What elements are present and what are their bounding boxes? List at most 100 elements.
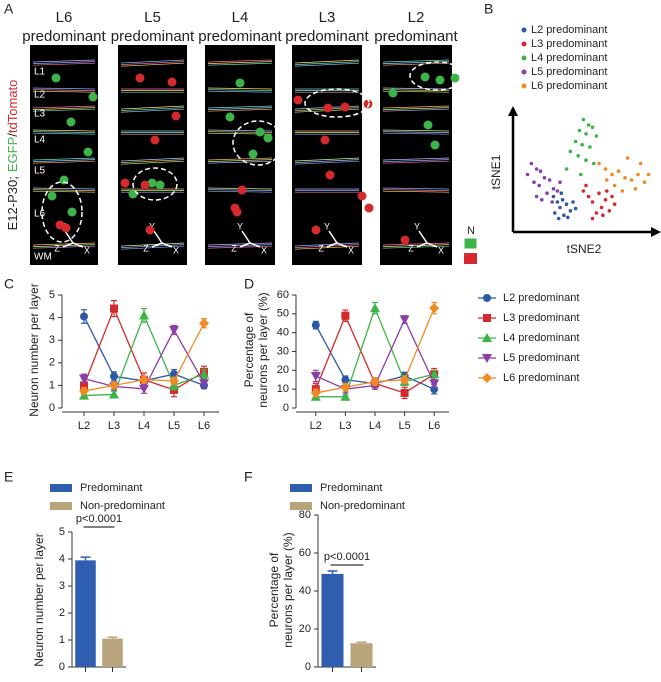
axis-letter: Z xyxy=(54,243,60,253)
axon-streak xyxy=(32,132,96,135)
axon-streak xyxy=(207,242,273,246)
y-axis-title: neurons per layer (%) xyxy=(281,532,295,647)
point xyxy=(562,213,566,217)
axis-letter: Y xyxy=(414,221,420,231)
axon-streak xyxy=(207,160,273,164)
legend-label: L4 predominant xyxy=(503,332,579,344)
marker xyxy=(370,303,380,313)
point xyxy=(638,161,643,166)
axis-glyph xyxy=(151,230,173,248)
point xyxy=(551,194,556,199)
y-axis-title: Percentage of xyxy=(242,312,256,387)
axon-streak xyxy=(294,62,360,67)
marker xyxy=(399,374,410,385)
x-axis-title: tSNE2 xyxy=(567,242,602,256)
cell xyxy=(248,149,258,159)
marker xyxy=(341,311,350,320)
cell xyxy=(325,170,335,180)
legend-swatch xyxy=(290,502,312,510)
legend-label: L5 predominant xyxy=(503,352,579,364)
cell xyxy=(320,135,330,145)
cell xyxy=(420,72,430,82)
side-label-part: EGFP xyxy=(5,137,20,172)
cell xyxy=(235,78,245,88)
legend-dot xyxy=(521,69,527,75)
error-bar xyxy=(356,641,367,644)
point xyxy=(547,178,552,182)
y-tick-label: 4 xyxy=(49,312,55,324)
axon-streak xyxy=(382,105,450,109)
marker xyxy=(199,379,209,389)
cell xyxy=(255,127,265,137)
error-bar xyxy=(107,636,118,639)
legend-label: L2 predominant xyxy=(503,292,579,304)
y-tick-label: 50 xyxy=(277,308,289,320)
axon-streak xyxy=(382,62,450,66)
axon-streak xyxy=(382,59,450,63)
point xyxy=(555,200,560,204)
cell xyxy=(150,135,160,145)
axon-streak xyxy=(294,242,360,247)
point xyxy=(646,172,651,177)
error-bar xyxy=(327,570,338,574)
axon-streak xyxy=(207,105,273,109)
panel-letter: F xyxy=(244,469,253,485)
point xyxy=(584,158,588,162)
axon-streak xyxy=(32,90,96,93)
marker xyxy=(199,318,209,329)
point xyxy=(580,143,584,147)
cell xyxy=(88,92,98,102)
cell xyxy=(230,203,240,213)
axis-glyph xyxy=(416,230,438,248)
cell xyxy=(83,147,93,157)
cell xyxy=(293,95,303,105)
axis-letter: Z xyxy=(231,243,237,253)
axon-streak xyxy=(382,157,450,161)
legend-swatch xyxy=(50,502,72,510)
panel-letter: A xyxy=(4,1,14,17)
point xyxy=(599,205,604,210)
axis-letter: Y xyxy=(237,221,243,231)
legend-label: L6 predominant xyxy=(531,80,607,92)
point xyxy=(560,198,565,202)
axon-streak xyxy=(294,59,360,64)
y-tick-label: 60 xyxy=(299,547,311,559)
point xyxy=(597,191,601,195)
bar xyxy=(321,573,344,667)
column-header: predominant xyxy=(198,28,282,45)
cell xyxy=(430,140,440,150)
legend-label: L6 predominant xyxy=(503,372,579,384)
axon-streak xyxy=(32,105,96,109)
image-panel xyxy=(292,45,362,265)
axon-streak xyxy=(207,157,273,161)
legend-label: L3 predominant xyxy=(503,312,579,324)
point xyxy=(571,200,575,204)
axon-streak xyxy=(294,245,360,250)
cell xyxy=(145,225,155,235)
point xyxy=(568,149,573,154)
cell xyxy=(388,88,398,98)
cell xyxy=(140,180,150,190)
axon-streak xyxy=(32,87,96,90)
x-tick-label: L2 xyxy=(310,420,322,432)
side-label: E12-P30; EGFP/tdTomato xyxy=(5,80,20,231)
point xyxy=(538,169,543,173)
axis-letter: Z xyxy=(408,243,414,253)
highlight-oval xyxy=(41,181,83,243)
axon-streak xyxy=(32,157,96,161)
column-header: L4 xyxy=(232,9,249,26)
axon-streak xyxy=(207,159,273,162)
legend-label: L2 predominant xyxy=(531,24,607,36)
point xyxy=(584,132,588,136)
axis-arrows xyxy=(511,108,658,234)
y-tick-label: 10 xyxy=(277,383,289,395)
axon-streak xyxy=(32,244,96,247)
point xyxy=(558,180,562,184)
point xyxy=(605,178,609,182)
layer-label: WM xyxy=(34,252,52,263)
axis-glyph xyxy=(239,230,261,248)
legend-dot xyxy=(521,27,527,33)
axon-streak xyxy=(32,62,96,66)
axis-glyph xyxy=(62,230,84,248)
axon-streak xyxy=(382,107,450,110)
